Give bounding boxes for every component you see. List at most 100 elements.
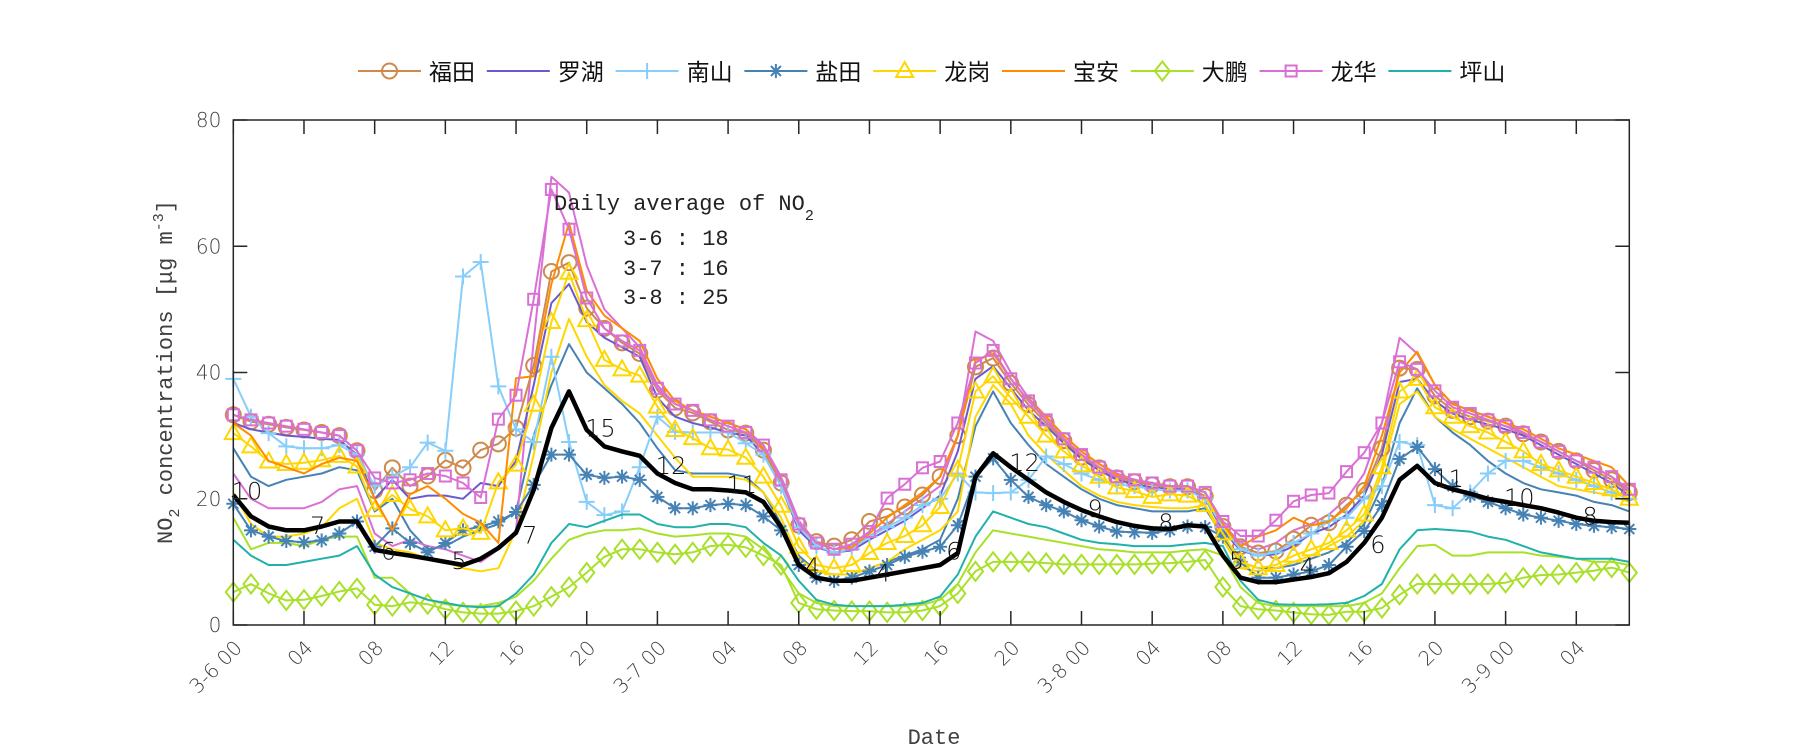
data-point-marker xyxy=(1004,372,1018,386)
data-point-marker xyxy=(1181,479,1195,493)
data-point-marker xyxy=(1552,444,1566,458)
daily-average-inset: Daily average of NO2 3-6 : 18 3-7 : 16 3… xyxy=(554,192,814,311)
data-point-marker xyxy=(258,450,279,469)
data-point-marker xyxy=(1163,479,1177,493)
data-point-marker xyxy=(279,419,293,433)
data-point-marker xyxy=(296,535,311,550)
data-point-marker xyxy=(876,531,898,550)
average-value-label: 6 xyxy=(381,537,396,565)
data-point-marker xyxy=(1161,552,1179,575)
data-point-marker xyxy=(951,416,965,430)
data-point-marker xyxy=(312,584,331,608)
data-point-marker xyxy=(1550,465,1567,482)
data-point-marker xyxy=(1302,603,1320,626)
data-point-marker xyxy=(470,521,491,540)
data-point-marker xyxy=(577,561,596,584)
data-point-marker xyxy=(1198,485,1212,499)
data-point-marker xyxy=(1516,425,1530,439)
data-point-marker xyxy=(897,549,912,564)
inset-title-sub: 2 xyxy=(805,208,814,225)
data-point-marker xyxy=(1301,538,1322,557)
series-line xyxy=(233,188,1630,551)
data-point-marker xyxy=(295,588,313,611)
data-point-marker xyxy=(1569,454,1583,468)
data-point-marker xyxy=(947,458,969,477)
data-point-marker xyxy=(505,453,527,472)
data-point-marker xyxy=(1053,440,1075,459)
data-point-marker xyxy=(472,254,489,271)
data-point-marker xyxy=(1513,440,1534,459)
average-value-label: 5 xyxy=(451,547,466,575)
data-point-marker xyxy=(1021,394,1035,408)
inset-line-3-7: 3-7 : 16 xyxy=(623,257,729,282)
data-point-marker xyxy=(313,440,330,457)
data-point-marker xyxy=(259,582,278,605)
data-point-marker xyxy=(1178,550,1197,573)
data-point-marker xyxy=(809,536,823,550)
x-axis-label: Date xyxy=(908,726,961,750)
legend-label: 福田 xyxy=(429,60,475,86)
data-point-marker xyxy=(244,413,258,427)
legend-item-8: 坪山 xyxy=(1388,60,1505,86)
data-point-marker xyxy=(647,395,668,414)
data-point-marker xyxy=(330,580,349,603)
average-value-label: 11 xyxy=(726,471,757,499)
data-point-marker xyxy=(1037,552,1055,575)
data-point-marker xyxy=(933,455,947,469)
data-point-marker xyxy=(332,429,346,443)
data-point-marker xyxy=(1442,405,1463,424)
data-point-marker xyxy=(278,438,295,455)
data-point-marker xyxy=(562,222,576,236)
data-point-marker xyxy=(558,261,580,280)
data-point-marker xyxy=(1339,539,1354,554)
data-point-marker xyxy=(1000,386,1022,405)
data-point-marker xyxy=(632,472,647,487)
data-point-marker xyxy=(1605,470,1619,484)
data-point-marker xyxy=(1231,594,1250,618)
data-point-marker xyxy=(1251,570,1266,585)
data-point-marker xyxy=(735,446,756,465)
inset-line-3-8: 3-8 : 25 xyxy=(623,286,729,311)
data-point-marker xyxy=(703,498,718,513)
data-point-marker xyxy=(1410,439,1425,454)
data-point-marker xyxy=(968,356,982,370)
data-point-marker xyxy=(685,501,700,516)
data-point-marker xyxy=(913,599,932,622)
data-point-marker xyxy=(1480,494,1495,509)
data-point-marker xyxy=(1249,598,1267,621)
data-point-marker xyxy=(385,476,399,490)
data-point-marker xyxy=(986,343,1000,357)
legend-marker-triangle-icon xyxy=(894,59,915,78)
data-point-marker xyxy=(277,589,296,612)
data-point-marker xyxy=(1286,567,1301,582)
data-point-marker xyxy=(985,485,1002,502)
data-point-marker xyxy=(1039,413,1053,427)
data-point-marker xyxy=(1019,550,1038,573)
data-point-marker xyxy=(402,459,419,476)
data-point-marker xyxy=(982,365,1004,384)
data-point-marker xyxy=(650,381,664,395)
data-point-marker xyxy=(719,533,737,556)
series-6 xyxy=(224,533,1639,627)
data-point-marker xyxy=(1251,529,1265,543)
data-point-marker xyxy=(242,572,260,596)
legend-marker-plus-icon xyxy=(639,63,656,79)
data-point-marker xyxy=(862,525,876,539)
data-point-marker xyxy=(1426,572,1444,596)
data-point-marker xyxy=(524,594,543,618)
data-point-marker xyxy=(523,393,544,412)
legend-label: 盐田 xyxy=(815,60,861,86)
data-point-marker xyxy=(311,449,332,468)
data-point-marker xyxy=(1569,517,1584,531)
data-point-marker xyxy=(1268,570,1283,585)
data-point-marker xyxy=(1585,478,1602,495)
data-point-marker xyxy=(1407,367,1428,386)
series-8 xyxy=(232,510,1630,609)
data-point-marker xyxy=(1373,478,1390,495)
unlabeled-series-line-2 xyxy=(232,175,1630,563)
data-point-marker xyxy=(1498,501,1513,516)
data-point-marker xyxy=(701,534,720,558)
data-point-marker xyxy=(490,378,507,395)
legend-item-5: 宝安 xyxy=(1002,60,1119,86)
legend-marker-diamond-icon xyxy=(1153,59,1172,83)
